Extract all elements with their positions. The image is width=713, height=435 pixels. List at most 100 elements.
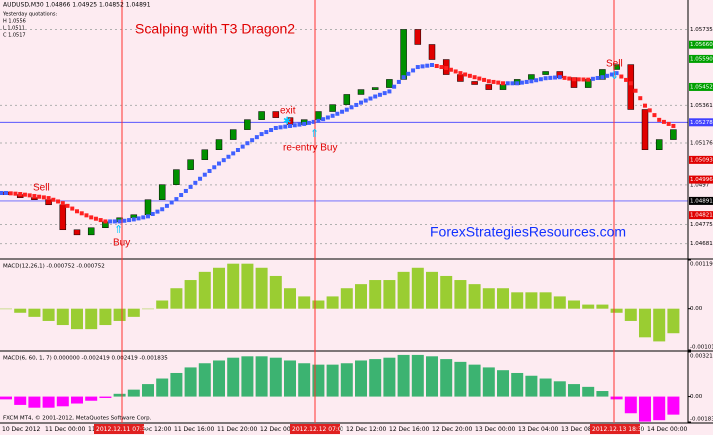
t3-dot bbox=[633, 88, 638, 93]
time-label: 13 Dec 04:00 bbox=[518, 426, 559, 433]
level-label: 1.04891 bbox=[690, 198, 713, 204]
candle-body bbox=[315, 111, 322, 120]
t3-dot bbox=[235, 147, 240, 152]
t3-dot bbox=[420, 64, 425, 69]
time-label: 12 Dec 12:00 bbox=[346, 426, 387, 433]
t3-dot bbox=[231, 151, 236, 156]
candle-body bbox=[627, 64, 635, 110]
t3-dot bbox=[278, 125, 283, 130]
histogram-bar bbox=[99, 396, 112, 398]
histogram-bar bbox=[411, 267, 424, 309]
marker-label: 2012.12.11 07:30 bbox=[96, 426, 150, 433]
t3-dot bbox=[472, 75, 477, 80]
histogram-bar bbox=[42, 308, 55, 321]
histogram-bar bbox=[497, 288, 509, 309]
candle-body bbox=[371, 87, 379, 90]
t3-dot bbox=[609, 72, 614, 77]
t3-dot bbox=[643, 103, 647, 108]
histogram-bar bbox=[582, 304, 595, 309]
histogram-bar bbox=[213, 267, 225, 309]
t3-dot bbox=[652, 113, 657, 118]
annotation: exit bbox=[280, 106, 296, 117]
level-box bbox=[689, 211, 713, 220]
t3-dot bbox=[505, 81, 510, 86]
price-label: 1.04775 bbox=[690, 222, 713, 228]
histogram-bar bbox=[596, 304, 609, 309]
candle-body bbox=[329, 104, 336, 112]
t3-dot bbox=[387, 89, 392, 94]
histogram-bar bbox=[383, 357, 396, 397]
candle-body bbox=[655, 139, 663, 150]
marker-label-bg bbox=[590, 424, 640, 434]
histogram-bar bbox=[653, 308, 666, 342]
histogram-bar bbox=[284, 288, 296, 309]
histogram-bar bbox=[156, 378, 169, 397]
level-box bbox=[689, 54, 713, 63]
level-label: 1.05093 bbox=[690, 157, 713, 163]
t3-dot bbox=[269, 128, 274, 133]
price-label: -0.00183 bbox=[690, 417, 713, 423]
t3-dot bbox=[311, 119, 316, 124]
histogram-bar bbox=[184, 280, 197, 309]
t3-dot bbox=[510, 81, 515, 86]
arrow-up: ⇑ bbox=[310, 127, 319, 140]
t3-dot bbox=[453, 69, 458, 74]
histogram-bar bbox=[0, 308, 12, 310]
histogram-bar bbox=[156, 300, 169, 309]
candle-body bbox=[201, 149, 209, 160]
histogram-bar bbox=[397, 354, 410, 397]
t3-dot bbox=[8, 191, 13, 196]
histogram-bar bbox=[284, 360, 296, 397]
histogram-bar bbox=[482, 367, 495, 397]
histogram-bar bbox=[213, 360, 225, 397]
t3-dot bbox=[392, 84, 397, 89]
candle-body bbox=[158, 184, 166, 200]
t3-dot bbox=[13, 191, 18, 196]
t3-dot bbox=[283, 124, 288, 129]
t3-dot bbox=[340, 109, 345, 114]
histogram-bar bbox=[227, 263, 240, 309]
histogram-bar bbox=[397, 271, 410, 309]
histogram-bar bbox=[241, 263, 254, 309]
histogram-bar bbox=[113, 308, 126, 321]
t3-dot bbox=[396, 79, 401, 84]
histogram-bar bbox=[312, 364, 325, 397]
histogram-bar bbox=[340, 363, 353, 397]
t3-dot bbox=[188, 184, 193, 189]
histogram-bar bbox=[170, 288, 183, 309]
t3-dot bbox=[160, 207, 165, 212]
histogram-bar bbox=[639, 396, 651, 422]
histogram-bar bbox=[198, 363, 211, 397]
t3-dot bbox=[477, 76, 482, 81]
histogram-bar bbox=[127, 389, 140, 397]
t3-dot bbox=[562, 75, 567, 80]
candle-body bbox=[485, 84, 493, 90]
time-label: 13 Dec 08:00 bbox=[561, 426, 602, 433]
histogram-bar bbox=[0, 396, 12, 400]
level-box bbox=[689, 155, 713, 164]
symbol-line: AUDUSD,M30 1.04866 1.04925 1.04852 1.048… bbox=[3, 2, 151, 9]
t3-dot bbox=[75, 209, 79, 214]
t3-dot bbox=[207, 168, 212, 173]
histogram-bar bbox=[624, 308, 637, 321]
t3-dot bbox=[368, 96, 373, 101]
histogram-bar bbox=[553, 381, 566, 397]
t3-dot bbox=[131, 217, 136, 222]
quote-high: H 1.0556 bbox=[3, 19, 26, 25]
histogram-bar bbox=[355, 284, 367, 309]
histogram-bar bbox=[411, 354, 424, 397]
t3-dot bbox=[605, 73, 610, 78]
t3-dot bbox=[146, 214, 150, 219]
t3-dot bbox=[51, 197, 56, 202]
candle-body bbox=[542, 71, 549, 75]
t3-dot bbox=[515, 81, 520, 86]
t3-dot bbox=[382, 91, 387, 96]
histogram-bar bbox=[426, 356, 438, 397]
t3-dot bbox=[363, 98, 368, 103]
t3-dot bbox=[217, 161, 221, 166]
t3-dot bbox=[411, 68, 416, 73]
t3-dot bbox=[330, 113, 335, 118]
t3-dot bbox=[576, 77, 581, 82]
t3-dot bbox=[491, 79, 496, 84]
t3-dot bbox=[486, 79, 491, 84]
